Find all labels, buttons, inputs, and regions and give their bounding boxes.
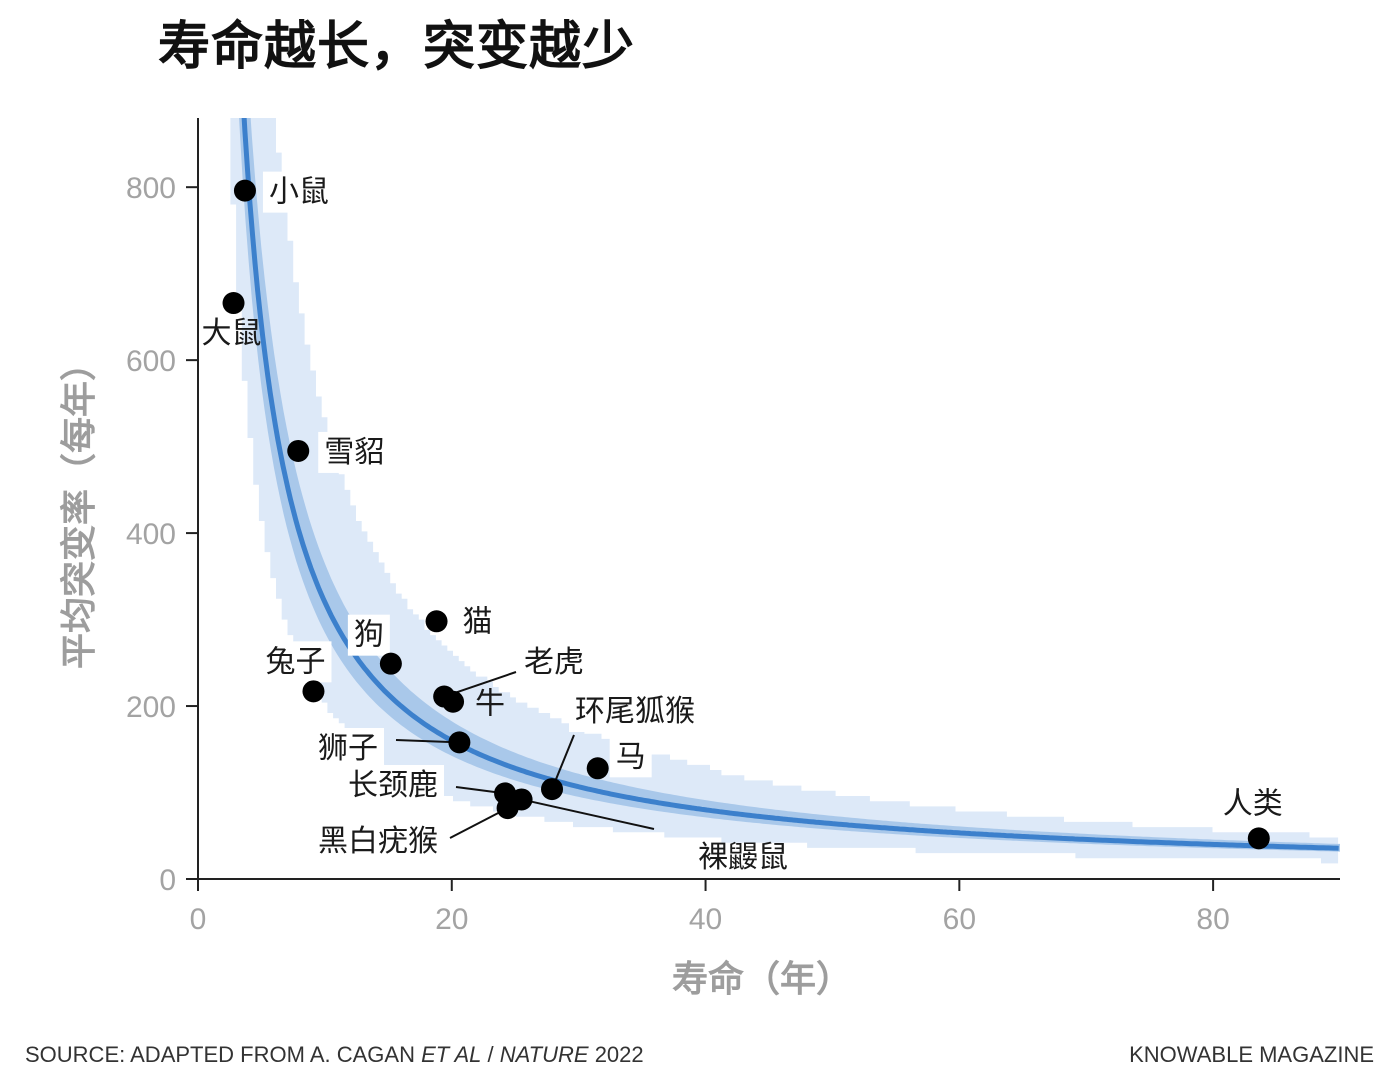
data-point — [586, 757, 609, 780]
leader-line — [521, 798, 655, 830]
point-label: 狮子 — [318, 731, 378, 766]
label-background — [518, 642, 590, 683]
y-tick-label: 800 — [126, 172, 176, 205]
data-points — [222, 179, 1270, 850]
label-background — [456, 601, 499, 643]
label-background — [262, 171, 335, 213]
y-tick-label: 600 — [126, 345, 176, 378]
source-journal: NATURE — [499, 1042, 589, 1067]
label-background — [259, 641, 332, 683]
x-tick-label: 60 — [943, 903, 976, 936]
x-tick-label: 0 — [190, 903, 207, 936]
label-background — [1216, 783, 1289, 825]
data-point — [448, 731, 471, 754]
point-label: 牛 — [475, 687, 505, 722]
point-label: 老虎 — [524, 645, 584, 680]
label-background — [342, 765, 444, 806]
y-tick-label: 400 — [126, 518, 176, 551]
source-separator: / — [481, 1042, 500, 1067]
label-background — [318, 431, 391, 473]
data-point — [425, 610, 448, 633]
label-backgrounds — [259, 171, 1289, 862]
point-label: 人类 — [1223, 786, 1283, 821]
label-background — [609, 736, 652, 778]
data-point — [442, 690, 465, 713]
source-note: SOURCE: ADAPTED FROM A. CAGAN ET AL / NA… — [25, 1042, 644, 1068]
data-point — [541, 778, 564, 801]
data-point — [510, 788, 533, 811]
point-label: 长颈鹿 — [348, 768, 438, 803]
x-tick-label: 80 — [1196, 903, 1229, 936]
y-tick-label: 200 — [126, 691, 176, 724]
point-label: 大鼠 — [202, 316, 262, 351]
data-point — [379, 652, 402, 675]
label-background — [569, 691, 701, 732]
data-point — [222, 292, 245, 315]
data-point — [1247, 827, 1270, 850]
point-label: 兔子 — [265, 644, 325, 679]
x-tick-label: 20 — [435, 903, 468, 936]
y-tick-label: 0 — [159, 864, 176, 897]
label-background — [347, 614, 390, 656]
point-label: 小鼠 — [269, 175, 329, 210]
source-prefix: SOURCE: ADAPTED FROM A. CAGAN — [25, 1042, 422, 1067]
data-point — [233, 179, 256, 202]
fit-curve — [241, 118, 1339, 851]
axes: 0 200 400 600 800 0 20 40 60 80 — [126, 118, 1340, 936]
point-label: 狗 — [354, 618, 384, 653]
label-background — [312, 728, 384, 769]
source-authors: ET AL — [421, 1042, 482, 1067]
publisher-credit: KNOWABLE MAGAZINE — [1129, 1042, 1374, 1067]
source-year: 2022 — [588, 1042, 644, 1067]
data-point — [287, 439, 310, 462]
data-point — [302, 680, 325, 703]
label-background — [312, 821, 444, 862]
x-tick-label: 40 — [689, 903, 722, 936]
point-label: 裸鼹鼠 — [698, 840, 788, 875]
point-label: 猫 — [463, 604, 493, 639]
x-axis-title: 寿命（年） — [672, 958, 852, 1000]
point-label: 环尾狐猴 — [575, 694, 695, 729]
point-label: 黑白疣猴 — [318, 824, 438, 859]
point-label: 马 — [616, 739, 646, 774]
point-label: 雪貂 — [324, 435, 384, 470]
fit-line — [241, 118, 1339, 851]
y-axis-title: 平均突变率（每年） — [58, 345, 100, 669]
chart-title: 寿命越长，突变越少 — [158, 17, 636, 77]
